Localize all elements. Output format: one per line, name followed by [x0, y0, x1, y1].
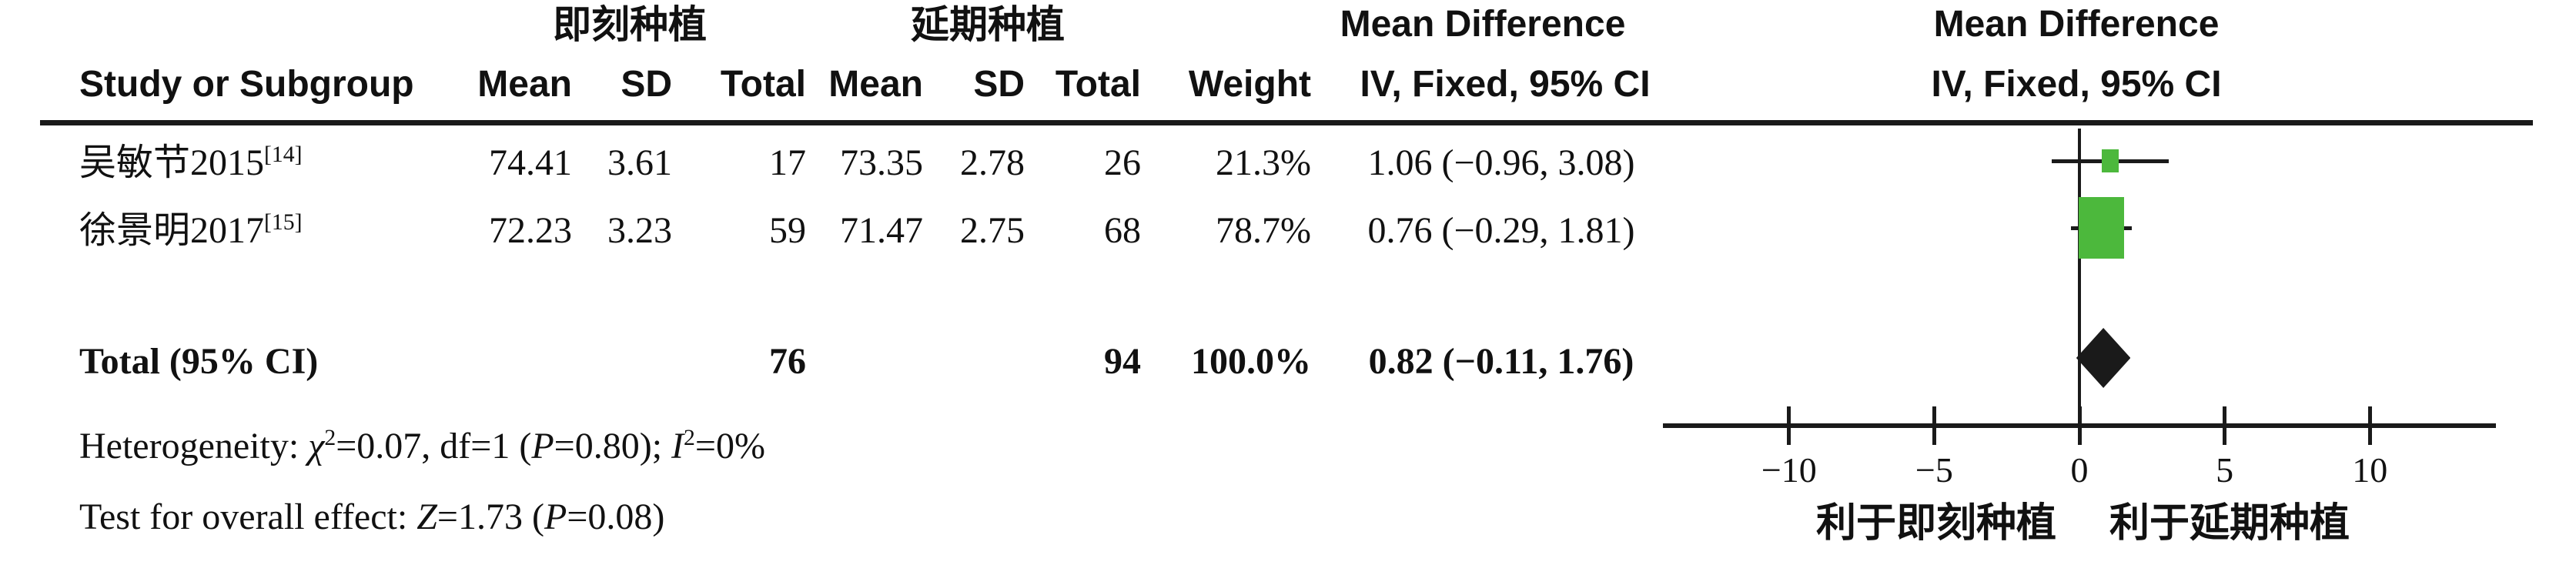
- axis-tick: [2367, 406, 2372, 445]
- column-header-total1: Total: [720, 64, 806, 105]
- cell-ci-text: 0.76 (−0.29, 1.81): [1367, 210, 1635, 251]
- footnote-text-segment: 2: [684, 425, 695, 450]
- axis-tick-label: 0: [2070, 450, 2089, 490]
- column-header-sd1: SD: [621, 64, 672, 105]
- footnote-text-segment: 2: [324, 425, 336, 450]
- cell-total1: 17: [769, 142, 806, 183]
- cell-total2: 68: [1104, 210, 1141, 251]
- favors-right-label: 利于延期种植: [2109, 501, 2350, 546]
- study-reference-superscript: [14]: [264, 142, 303, 167]
- study-name-text: 徐景明2017: [79, 210, 265, 251]
- cell-mean1: 74.41: [489, 142, 572, 183]
- cell-total2: 26: [1104, 142, 1141, 183]
- total-ci-text: 0.82 (−0.11, 1.76): [1368, 341, 1634, 382]
- cell-total1: 59: [769, 210, 806, 251]
- cell-ci-text: 1.06 (−0.96, 3.08): [1367, 142, 1635, 183]
- cell-sd1: 3.61: [607, 142, 672, 183]
- group-header-immediate: 即刻种植: [553, 3, 707, 46]
- study-name-text: 吴敏节2015: [79, 142, 265, 183]
- column-header-study: Study or Subgroup: [79, 64, 414, 105]
- group-header-delayed: 延期种植: [911, 3, 1065, 46]
- mean-difference-column-title: Mean Difference: [1340, 4, 1626, 45]
- study-reference-superscript: [15]: [264, 209, 303, 235]
- axis-tick-label: −10: [1761, 450, 1817, 490]
- axis-tick-label: 10: [2352, 450, 2388, 490]
- axis-tick: [1932, 406, 1936, 445]
- zero-line: [2078, 129, 2081, 443]
- cell-mean2: 73.35: [840, 142, 923, 183]
- total-n1: 76: [769, 341, 806, 382]
- cell-mean1: 72.23: [489, 210, 572, 251]
- footnote-text-segment: P: [544, 496, 567, 537]
- column-header-mean2: Mean: [828, 64, 923, 105]
- footnote-text-segment: =0.07, df=1 (: [336, 426, 532, 466]
- favors-left-label: 利于即刻种植: [1815, 501, 2056, 546]
- axis-tick: [2223, 406, 2227, 445]
- axis-tick-label: 5: [2216, 450, 2234, 490]
- axis-tick: [2077, 406, 2082, 445]
- study-weight-marker: [2101, 149, 2119, 172]
- cell-sd2: 2.78: [960, 142, 1025, 183]
- total-row-label: Total (95% CI): [79, 341, 319, 382]
- footnote-text-segment: =0.80);: [554, 426, 672, 466]
- axis-tick-label: −5: [1915, 450, 1953, 490]
- axis-tick: [1787, 406, 1791, 445]
- cell-mean2: 71.47: [840, 210, 923, 251]
- total-n2: 94: [1104, 341, 1141, 382]
- header-divider-line: [40, 120, 2533, 125]
- column-header-sd2: SD: [973, 64, 1025, 105]
- footnote-text-segment: =0.08): [567, 496, 665, 537]
- cell-sd2: 2.75: [960, 210, 1025, 251]
- footnote-text-segment: =0%: [694, 426, 765, 466]
- cell-weight: 78.7%: [1216, 210, 1311, 251]
- study-name: 徐景明2017[15]: [79, 209, 303, 252]
- footnote-text-segment: I: [671, 426, 684, 466]
- cell-weight: 21.3%: [1216, 142, 1311, 183]
- footnote-text-segment: Heterogeneity:: [79, 426, 309, 466]
- overall-effect-note: Test for overall effect: Z=1.73 (P=0.08): [79, 496, 664, 539]
- footnote-text-segment: P: [531, 426, 554, 466]
- total-weight: 100.0%: [1191, 341, 1311, 382]
- study-weight-marker: [2079, 197, 2125, 259]
- footnote-text-segment: Test for overall effect:: [79, 496, 417, 537]
- column-header-ci: IV, Fixed, 95% CI: [1360, 64, 1651, 105]
- pooled-diamond: [2076, 328, 2131, 388]
- cell-sd1: 3.23: [607, 210, 672, 251]
- column-header-mean1: Mean: [477, 64, 572, 105]
- plot-header-ci: IV, Fixed, 95% CI: [1931, 64, 2222, 105]
- footnote-text-segment: Z: [417, 496, 437, 537]
- column-header-weight: Weight: [1188, 64, 1311, 105]
- footnote-text-segment: =1.73 (: [437, 496, 544, 537]
- heterogeneity-note: Heterogeneity: χ2=0.07, df=1 (P=0.80); I…: [79, 425, 765, 468]
- column-header-total2: Total: [1055, 64, 1141, 105]
- mean-difference-plot-title: Mean Difference: [1933, 4, 2220, 45]
- study-name: 吴敏节2015[14]: [79, 142, 303, 185]
- footnote-text-segment: χ: [308, 426, 325, 466]
